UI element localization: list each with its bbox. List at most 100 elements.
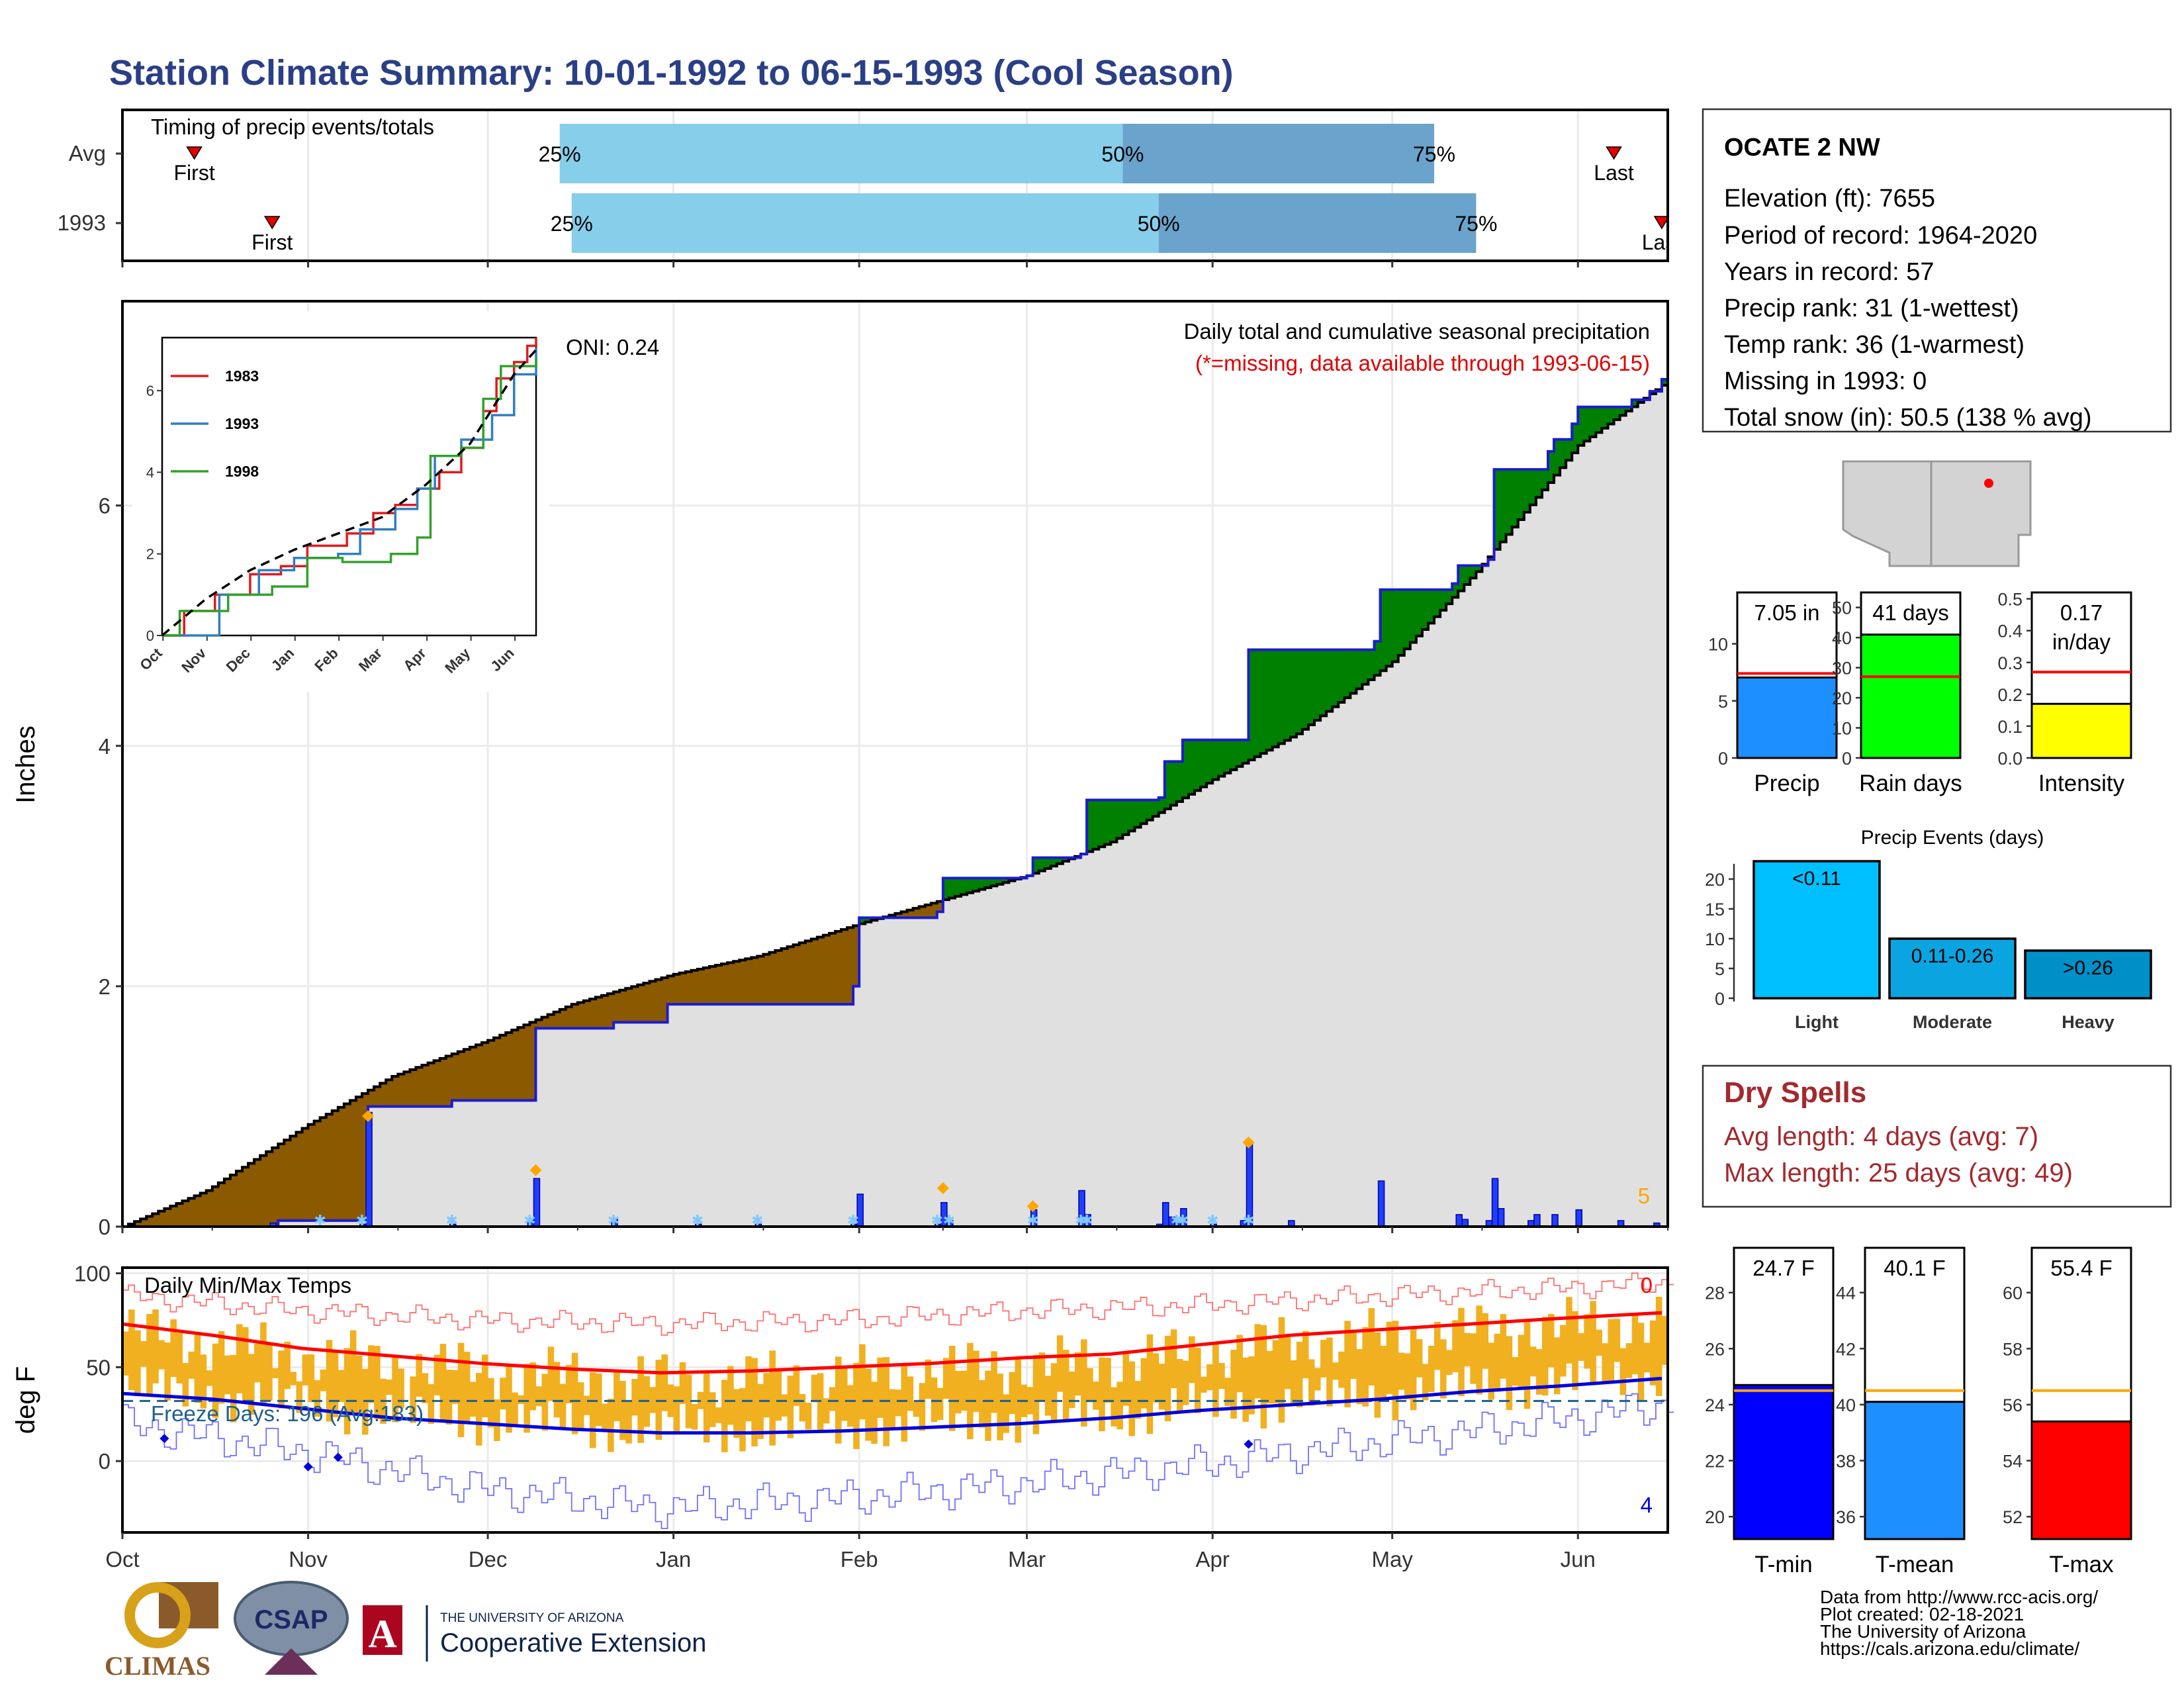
deficit-area [811, 939, 818, 1005]
daily-temp-range-bar [518, 1395, 524, 1404]
daily-temp-range-bar [416, 1354, 423, 1397]
deficit-area [901, 912, 908, 918]
deficit-area [230, 1175, 237, 1227]
deficit-area [793, 945, 800, 1005]
surplus-area [1560, 439, 1567, 468]
deficit-area [805, 941, 812, 1005]
deficit-area [1488, 557, 1495, 560]
deficit-area [823, 935, 830, 1005]
daily-precip-bar [1162, 1201, 1169, 1227]
surplus-area [1541, 469, 1549, 491]
record-cold-marker [159, 1434, 169, 1444]
csap-logo-mountain [265, 1648, 318, 1675]
daily-temp-range-bar [583, 1395, 590, 1415]
inset-y-tick-label: 2 [146, 546, 154, 563]
temp-x-tick-label: May [1372, 1547, 1414, 1571]
timing-pct-label: 50% [1138, 212, 1180, 236]
deficit-area [374, 1086, 381, 1107]
daily-temp-range-bar [535, 1386, 543, 1407]
bar-panel-y-tick-label: 0.4 [1997, 622, 2023, 641]
daily-temp-range-bar [1290, 1360, 1297, 1405]
events-bar-label: 0.11-0.26 [1911, 945, 1994, 967]
csap-logo-text: CSAP [254, 1605, 328, 1634]
daily-temp-range-bar [1075, 1352, 1081, 1396]
daily-temp-range-bar [571, 1352, 578, 1434]
daily-temp-range-bar [1302, 1331, 1309, 1379]
daily-temp-range-bar [500, 1378, 506, 1410]
snow-marker: ✱ [314, 1212, 326, 1229]
daily-temp-range-bar [1655, 1296, 1662, 1397]
surplus-area [1152, 800, 1160, 817]
surplus-area [1602, 406, 1609, 428]
deficit-area [254, 1159, 261, 1227]
surplus-area [1116, 800, 1124, 839]
daily-temp-range-bar [296, 1381, 303, 1413]
heavy-event-marker [529, 1164, 542, 1176]
daily-temp-range-bar [1068, 1371, 1075, 1409]
deficit-area [320, 1117, 327, 1221]
daily-temp-range-bar [1541, 1317, 1549, 1396]
daily-temp-range-bar [445, 1370, 453, 1425]
daily-temp-range-bar [475, 1373, 482, 1446]
events-y-tick-label: 10 [1705, 929, 1725, 949]
surplus-area [1032, 857, 1040, 874]
deficit-area [703, 968, 710, 1005]
daily-temp-range-bar [721, 1380, 728, 1452]
deficit-area [386, 1080, 392, 1107]
daily-temp-range-bar [392, 1356, 398, 1423]
daily-temp-range-bar [188, 1351, 195, 1379]
daily-temp-range-bar [1152, 1353, 1160, 1403]
deficit-area [218, 1182, 225, 1227]
daily-temp-range-bar [1062, 1350, 1069, 1421]
daily-temp-range-bar [1476, 1305, 1482, 1395]
climas-logo: CLIMAS [105, 1582, 218, 1681]
daily-temp-range-bar [469, 1382, 477, 1417]
daily-temp-range-bar [619, 1380, 626, 1440]
deficit-area [451, 1054, 459, 1101]
daily-temp-range-bar [973, 1350, 979, 1412]
bar-panel-value-label: 0.17 [2060, 600, 2103, 625]
daily-precip-bar [1575, 1209, 1582, 1227]
first-event-label: First [174, 161, 215, 185]
average-min-line [122, 1376, 1662, 1435]
surplus-area [1236, 739, 1244, 767]
temp-panel: 0 50 100 Oct Nov Dec Jan Feb Mar Apr May Jun Daily … [11, 1262, 1674, 1571]
daily-temp-range-bar [1176, 1358, 1183, 1411]
daily-temp-range-bar [523, 1364, 530, 1433]
daily-temp-range-bar [326, 1340, 333, 1422]
events-y-tick-label: 0 [1715, 989, 1725, 1009]
deficit-area [332, 1110, 339, 1221]
daily-temp-range-bar [547, 1346, 555, 1401]
daily-temp-range-bar [1368, 1308, 1375, 1386]
credit-line-date: Plot created: 02-18-2021 [1820, 1604, 2024, 1624]
surplus-area [1512, 469, 1519, 528]
deficit-area [739, 960, 746, 1005]
temp-y-tick-label: 100 [74, 1262, 111, 1286]
deficit-area [535, 1019, 543, 1029]
deficit-area [182, 1201, 189, 1227]
daily-temp-range-bar [985, 1370, 991, 1441]
surplus-area [1535, 469, 1543, 498]
daily-temp-range-bar [158, 1340, 165, 1370]
daily-temp-range-bar [266, 1344, 273, 1401]
daily-temp-range-bar [859, 1344, 866, 1420]
deficit-area [625, 988, 632, 1023]
bar-panel-y-tick-label: 60 [2003, 1284, 2023, 1303]
daily-temp-range-bar [942, 1358, 950, 1399]
deficit-area [494, 1037, 500, 1101]
timing-pct-label: 25% [539, 142, 581, 166]
temp-y-tick-label: 50 [86, 1355, 111, 1380]
daily-temp-range-bar [565, 1364, 572, 1404]
inset-y-tick-label: 0 [146, 628, 154, 644]
heavy-event-marker [362, 1109, 375, 1122]
snow-marker: ✱ [1081, 1212, 1093, 1229]
daily-temp-range-bar [1230, 1349, 1237, 1419]
daily-temp-range-bar [1535, 1349, 1543, 1395]
daily-temp-range-bar [1093, 1381, 1099, 1410]
deficit-area [416, 1067, 423, 1107]
daily-temp-range-bar [343, 1348, 351, 1434]
bar-panel-x-label: T-mean [1876, 1552, 1954, 1577]
bar-panel-value-bar [1860, 633, 1962, 759]
